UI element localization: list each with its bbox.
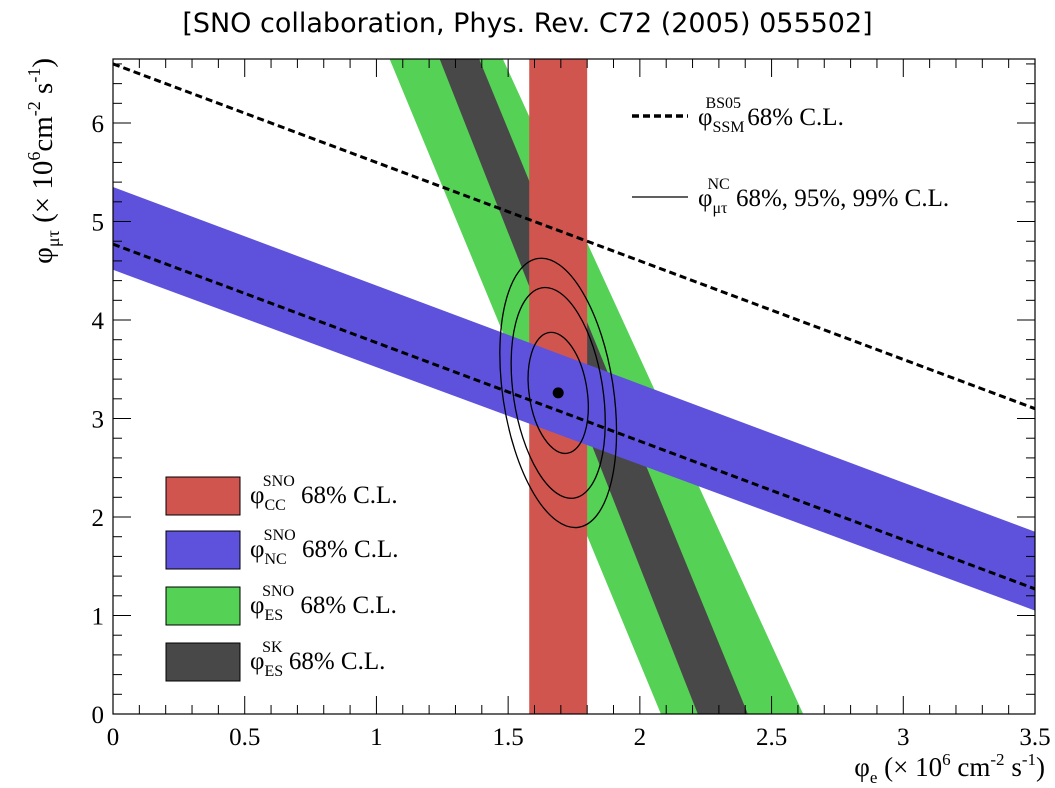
contour-95-cl	[510, 286, 606, 499]
y-axis-label: φμτ (× 106cm-2 s-1)	[24, 58, 63, 264]
ticks-layer: 0 0.5 1 1.5 2 2.5 3 3.5 0 1 2 3 4 5 6	[92, 59, 1051, 751]
legend-nc-contour-label: φμτNC 68%, 95%, 99% C.L.	[698, 176, 949, 217]
y-tick-label: 1	[92, 604, 105, 631]
x-tick-label: 0	[107, 724, 120, 751]
x-tick-label: 2.5	[756, 724, 787, 751]
y-tick-label: 4	[92, 308, 105, 335]
x-tick-label: 1.5	[493, 724, 524, 751]
legend-ssm-label: φSSMBS05 68% C.L.	[698, 95, 844, 136]
legend-nc-label: φNCSNO 68% C.L.	[250, 527, 398, 568]
legend-nc-swatch	[165, 530, 241, 570]
plot-frame	[112, 58, 1036, 715]
legend-bottom: φCCSNO 68% C.L. φNCSNO 68% C.L. φESSNO 6…	[165, 473, 398, 682]
x-tick-label: 3	[897, 724, 910, 751]
legend-cc-label: φCCSNO 68% C.L.	[250, 473, 398, 514]
legend-es-sk-label: φESSK 68% C.L.	[250, 639, 385, 680]
legend-es-sno-swatch	[165, 586, 241, 626]
y-tick-label: 5	[92, 210, 105, 237]
dashed-lines-layer	[113, 62, 1035, 591]
y-tick-label: 0	[92, 702, 105, 729]
x-tick-label: 3.5	[1019, 724, 1050, 751]
x-tick-label: 0.5	[229, 724, 260, 751]
legend-top: φSSMBS05 68% C.L. φμτNC 68%, 95%, 99% C.…	[632, 95, 949, 217]
x-tick-label: 2	[634, 724, 647, 751]
dashed-line-nc-center	[113, 242, 1035, 591]
y-tick-label: 2	[92, 505, 105, 532]
contour-99-cl	[499, 257, 618, 529]
y-tick-label: 6	[92, 111, 105, 138]
legend-es-sk-swatch	[165, 642, 241, 682]
legend-es-sno-label: φESSNO 68% C.L.	[250, 583, 397, 624]
bands-layer	[113, 59, 1035, 714]
best-fit-point	[552, 387, 564, 399]
x-axis-label: φe (× 106 cm-2 s-1)	[854, 750, 1045, 787]
x-tick-label: 1	[370, 724, 383, 751]
source-caption: [SNO collaboration, Phys. Rev. C72 (2005…	[182, 8, 873, 39]
legend-cc-swatch	[165, 476, 241, 516]
y-tick-label: 3	[92, 407, 105, 434]
contours-layer	[499, 257, 618, 529]
contour-68-cl	[527, 331, 589, 455]
dashed-line-ssm	[113, 62, 1035, 411]
band-phi-nc-sno	[113, 187, 1035, 611]
